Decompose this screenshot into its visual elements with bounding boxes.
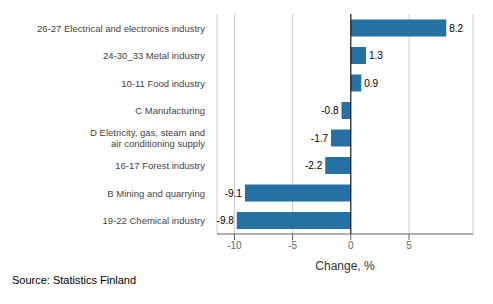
svg-text:D Eletricity, gas, steam andai: D Eletricity, gas, steam andair conditio… bbox=[90, 127, 205, 149]
svg-text:-1.7: -1.7 bbox=[311, 133, 329, 144]
svg-text:-5: -5 bbox=[288, 240, 297, 251]
svg-text:1.3: 1.3 bbox=[369, 50, 383, 61]
html-text:Source: Statistics Finland: Source: Statistics Finland bbox=[12, 274, 137, 286]
svg-text:-9.1: -9.1 bbox=[225, 188, 243, 199]
svg-text:0: 0 bbox=[348, 240, 354, 251]
svg-text:8.2: 8.2 bbox=[449, 23, 463, 34]
svg-text:0.9: 0.9 bbox=[364, 78, 378, 89]
svg-text:-2.2: -2.2 bbox=[305, 160, 323, 171]
svg-text:-10: -10 bbox=[227, 240, 242, 251]
svg-text:-0.8: -0.8 bbox=[321, 105, 339, 116]
svg-text:Change, %: Change, % bbox=[315, 259, 375, 273]
svg-text:-9.8: -9.8 bbox=[217, 215, 235, 226]
svg-text:19-22 Chemical industry: 19-22 Chemical industry bbox=[103, 215, 206, 226]
svg-text:24-30_33 Metal industry: 24-30_33 Metal industry bbox=[103, 50, 205, 61]
svg-text:16-17 Forest industry: 16-17 Forest industry bbox=[115, 160, 205, 171]
svg-text:5: 5 bbox=[406, 240, 412, 251]
svg-text:B Mining and quarrying: B Mining and quarrying bbox=[107, 187, 205, 198]
svg-text:10-11 Food industry: 10-11 Food industry bbox=[121, 77, 205, 88]
svg-text:C Manufacturing: C Manufacturing bbox=[135, 105, 205, 116]
svg-text:26-27 Electrical and electroni: 26-27 Electrical and electronics industr… bbox=[37, 22, 205, 33]
